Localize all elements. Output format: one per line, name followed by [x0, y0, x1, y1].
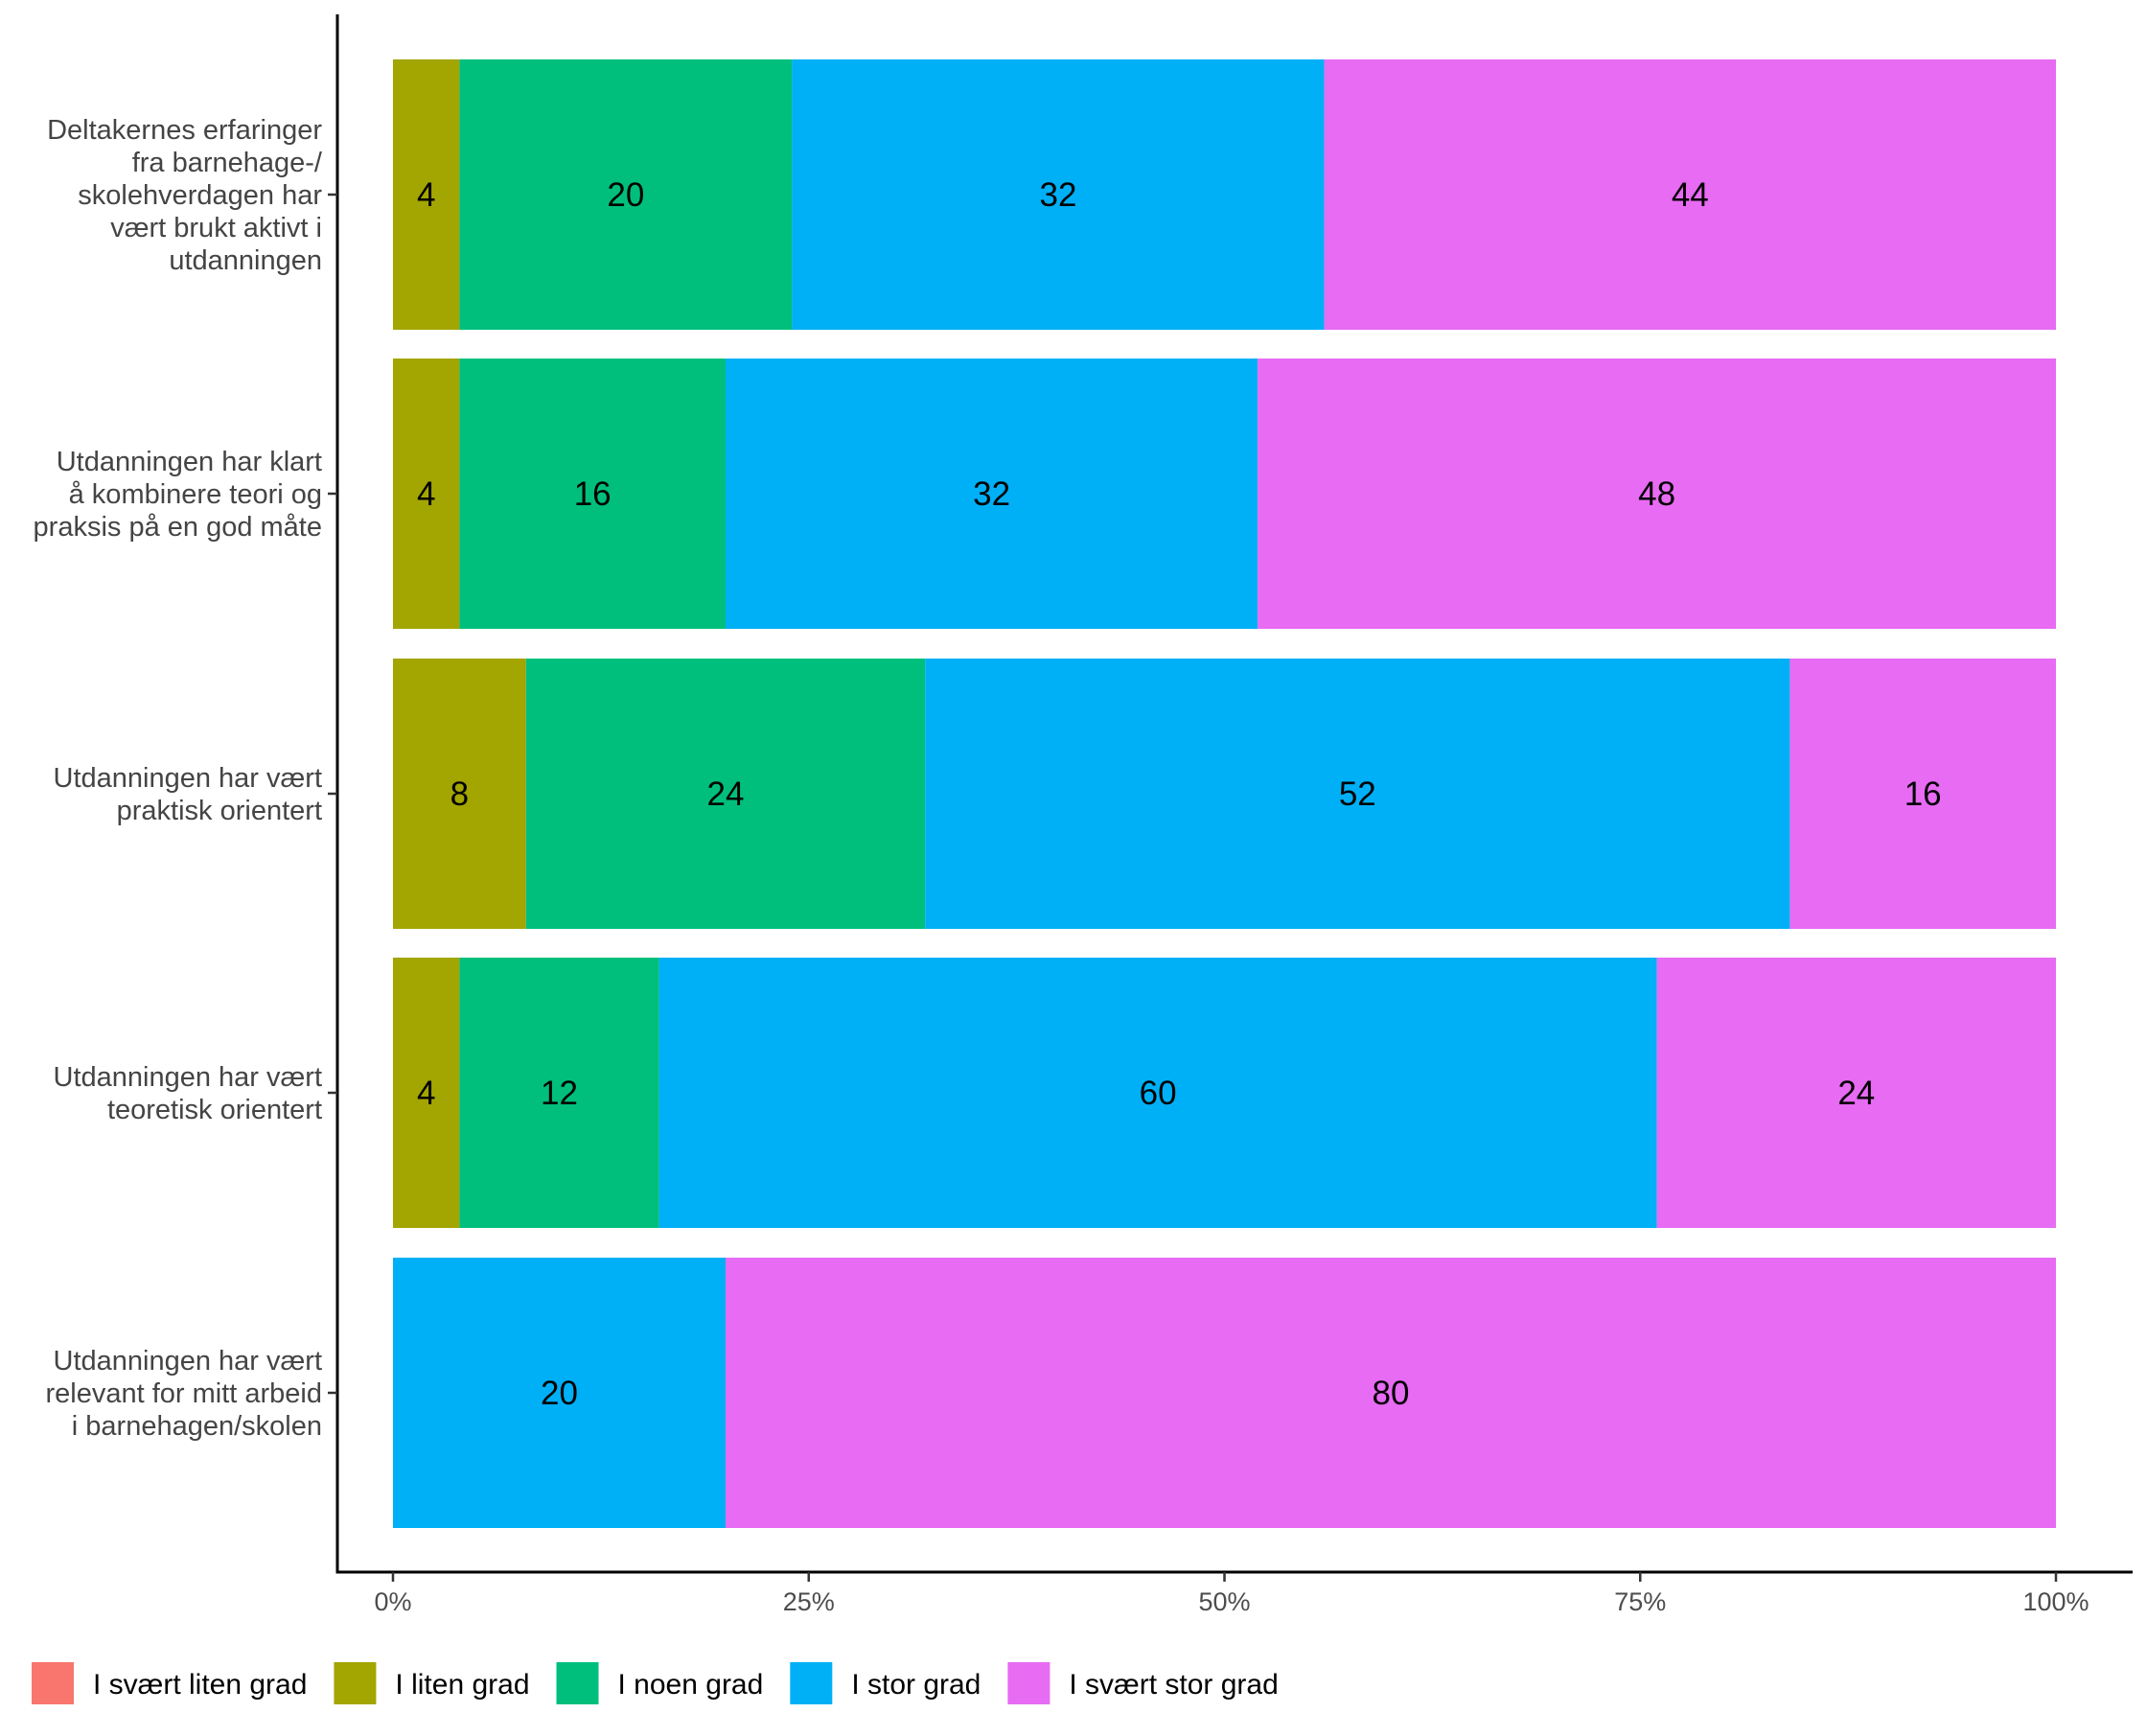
x-tick-label: 50% — [1198, 1587, 1250, 1616]
bar-segment — [393, 958, 460, 1228]
y-tick-label: Utdanningen har vært — [54, 763, 323, 794]
bar-segment — [393, 659, 526, 929]
legend-item: I svært liten grad — [32, 1662, 307, 1704]
y-tick-label: teoretisk orientert — [107, 1095, 322, 1125]
legend-label: I svært stor grad — [1069, 1669, 1278, 1701]
data-label: 4 — [417, 176, 435, 214]
legend-swatch — [1007, 1662, 1050, 1704]
bar-segment — [525, 659, 926, 929]
legend-label: I stor grad — [851, 1669, 981, 1701]
legend-swatch — [334, 1662, 377, 1704]
bar-segment — [726, 1258, 2056, 1528]
axes-layer — [328, 14, 2133, 1582]
bar-segment — [459, 59, 793, 330]
bar-segment — [658, 958, 1657, 1228]
bar-segment — [792, 59, 1325, 330]
y-tick-label: fra barnehage-/ — [132, 148, 323, 178]
y-tick-label: vært brukt aktivt i — [110, 213, 322, 243]
x-tick-label: 100% — [2022, 1587, 2089, 1616]
data-label: 32 — [973, 475, 1010, 513]
data-label: 16 — [1905, 775, 1942, 813]
bar-segment — [1258, 359, 2056, 629]
data-label: 48 — [1638, 475, 1675, 513]
x-tick-label: 0% — [374, 1587, 411, 1616]
y-tick-label: Utdanningen har vært — [54, 1346, 323, 1377]
bar-segment — [459, 359, 726, 629]
legend-item: I liten grad — [334, 1662, 530, 1704]
bar-segment — [393, 359, 460, 629]
legend-item: I noen grad — [556, 1662, 764, 1704]
data-label: 24 — [1837, 1075, 1875, 1112]
y-tick-label: relevant for mitt arbeid — [45, 1378, 322, 1409]
data-label: 20 — [541, 1375, 578, 1412]
bar-segment — [459, 958, 659, 1228]
data-label: 80 — [1373, 1375, 1410, 1412]
bar-segment — [925, 659, 1790, 929]
y-tick-label: praktisk orientert — [117, 796, 322, 826]
data-label: 32 — [1040, 176, 1077, 214]
legend: I svært liten grad I liten grad I noen gra… — [32, 1662, 1279, 1704]
data-label: 24 — [707, 775, 745, 813]
bar-segment — [393, 1258, 726, 1528]
y-tick-label: utdanningen — [169, 245, 322, 276]
data-label: 8 — [450, 775, 469, 813]
legend-swatch — [790, 1662, 833, 1704]
y-tick-label: praksis på en god måte — [34, 512, 322, 543]
legend-item: I svært stor grad — [1007, 1662, 1279, 1704]
legend-item: I stor grad — [790, 1662, 981, 1704]
y-tick-label: Deltakernes erfaringer — [47, 115, 322, 146]
y-tick-label: skolehverdagen har — [78, 180, 322, 211]
bar-segment — [1789, 659, 2056, 929]
legend-label: I liten grad — [395, 1669, 529, 1701]
legend-label: I noen grad — [618, 1669, 764, 1701]
data-label: 44 — [1672, 176, 1709, 214]
bar-segment — [1656, 958, 2056, 1228]
bar-segment — [1324, 59, 2056, 330]
legend-swatch — [556, 1662, 599, 1704]
data-label: 16 — [574, 475, 612, 513]
legend-label: I svært liten grad — [93, 1669, 307, 1701]
data-label: 52 — [1339, 775, 1376, 813]
y-tick-label: Utdanningen har vært — [54, 1062, 323, 1093]
y-tick-label: Utdanningen har klart — [57, 447, 322, 477]
x-axis-labels: 0% 25% 50% 75% 100% — [374, 1587, 2089, 1616]
x-tick-label: 25% — [783, 1587, 835, 1616]
data-label: 12 — [541, 1075, 578, 1112]
data-label: 4 — [417, 475, 435, 513]
data-label: 60 — [1140, 1075, 1177, 1112]
bars-layer — [393, 59, 2056, 1528]
legend-swatch — [32, 1662, 74, 1704]
data-label: 20 — [607, 176, 644, 214]
y-tick-label: i barnehagen/skolen — [72, 1411, 322, 1442]
x-tick-label: 75% — [1614, 1587, 1666, 1616]
y-tick-label: å kombinere teori og — [69, 479, 322, 510]
bar-segment — [393, 59, 460, 330]
bar-segment — [726, 359, 1258, 629]
data-label: 4 — [417, 1075, 435, 1112]
